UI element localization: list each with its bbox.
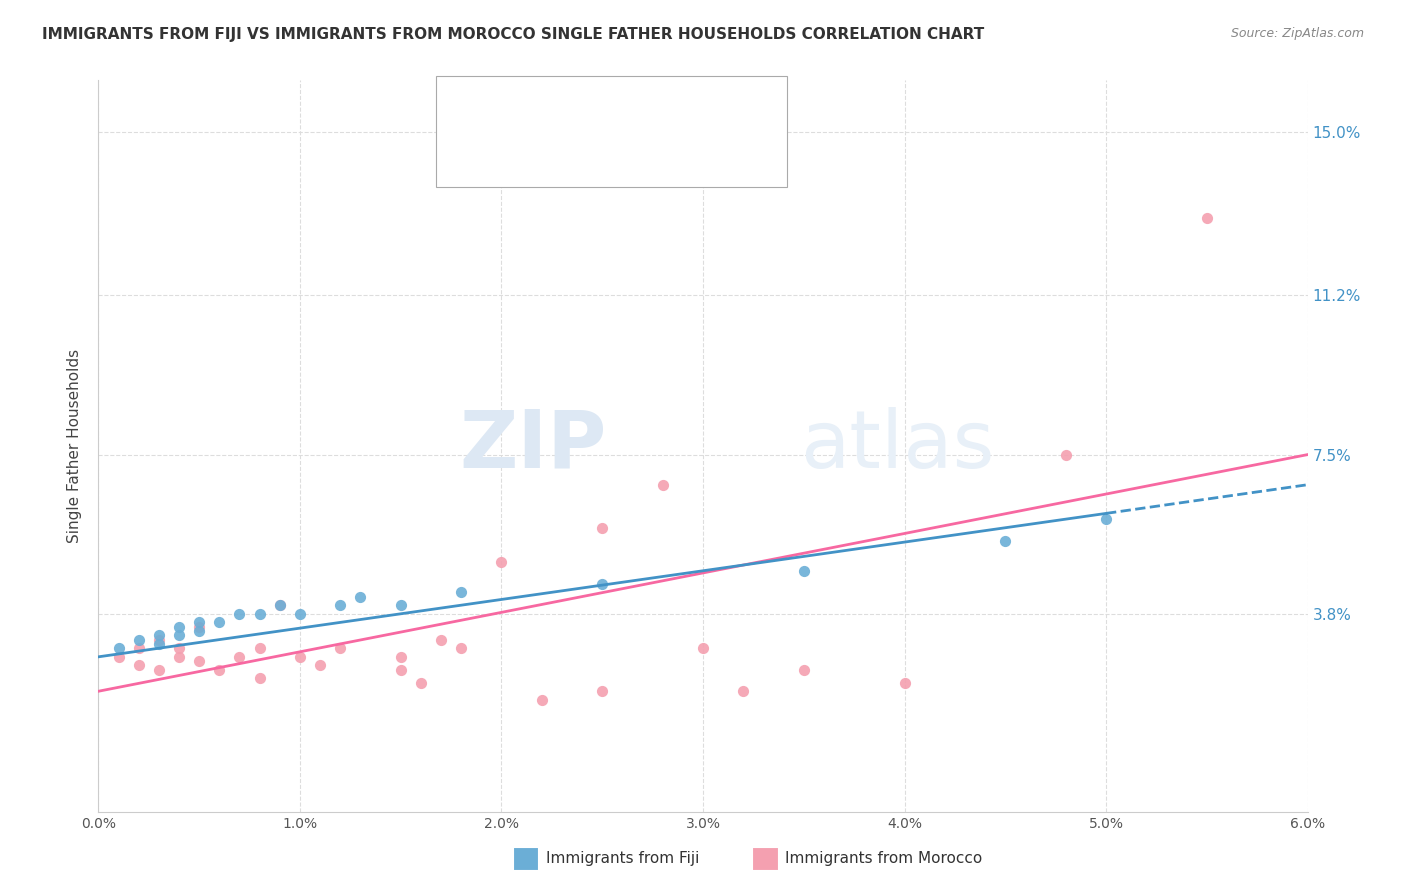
Point (249, 607, 271, 621)
Point (288, 649, 311, 664)
Point (329, 598, 352, 612)
Point (591, 684, 613, 698)
Point (167, 620, 190, 634)
Point (269, 598, 291, 612)
Point (389, 598, 412, 612)
Point (208, 615, 231, 630)
Point (228, 607, 250, 621)
Point (793, 564, 815, 578)
Point (188, 620, 211, 634)
Point (309, 658, 332, 673)
Point (269, 598, 291, 612)
Point (491, 555, 513, 569)
Point (128, 641, 150, 656)
Point (994, 533, 1017, 548)
Y-axis label: Single Father Households: Single Father Households (67, 349, 83, 543)
Point (591, 576, 613, 591)
Point (1195, 211, 1218, 225)
Text: Source: ZipAtlas.com: Source: ZipAtlas.com (1230, 27, 1364, 40)
Point (329, 641, 352, 656)
Point (389, 649, 412, 664)
Point (249, 671, 271, 685)
Point (450, 641, 472, 656)
Point (591, 521, 613, 535)
Point (430, 632, 453, 647)
Point (107, 649, 129, 664)
Point (167, 649, 190, 664)
Point (530, 693, 553, 707)
Point (733, 684, 755, 698)
Point (167, 628, 190, 642)
Point (893, 675, 915, 690)
Point (793, 663, 815, 677)
Point (249, 641, 271, 656)
Point (188, 624, 211, 638)
Point (228, 649, 250, 664)
Point (148, 663, 170, 677)
Point (450, 585, 472, 599)
Point (148, 632, 170, 647)
Point (128, 658, 150, 673)
Text: Immigrants from Fiji: Immigrants from Fiji (546, 852, 699, 866)
Point (349, 590, 371, 604)
Point (692, 641, 714, 656)
Point (107, 641, 129, 656)
Point (651, 477, 673, 491)
Point (148, 628, 170, 642)
Point (167, 641, 190, 656)
Point (188, 615, 211, 630)
Point (288, 607, 311, 621)
Point (148, 637, 170, 651)
Text: Immigrants from Morocco: Immigrants from Morocco (785, 852, 981, 866)
Point (1095, 512, 1118, 526)
Text: IMMIGRANTS FROM FIJI VS IMMIGRANTS FROM MOROCCO SINGLE FATHER HOUSEHOLDS CORRELA: IMMIGRANTS FROM FIJI VS IMMIGRANTS FROM … (42, 27, 984, 42)
Point (208, 663, 231, 677)
Point (409, 675, 432, 690)
Point (1054, 448, 1077, 462)
Point (188, 654, 211, 668)
Text: R = 0.485   N = 33: R = 0.485 N = 33 (496, 149, 654, 167)
Point (128, 632, 150, 647)
Text: ZIP: ZIP (458, 407, 606, 485)
Text: R = 0.779   N = 21: R = 0.779 N = 21 (496, 100, 654, 118)
Point (389, 663, 412, 677)
Text: atlas: atlas (800, 407, 994, 485)
